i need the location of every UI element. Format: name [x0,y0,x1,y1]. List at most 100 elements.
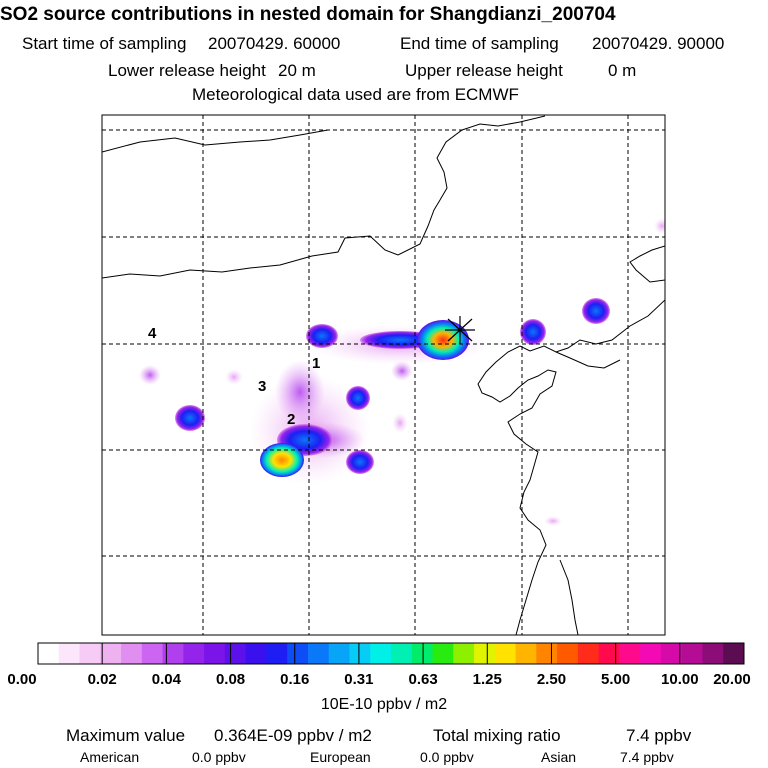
contribution-asian-name: Asian [541,749,577,765]
spot-west [139,365,161,385]
spot-mid [346,386,370,410]
colorbar-swatch [141,643,164,664]
colorbar-tick-label: 0.02 [88,671,117,688]
colorbar-swatch [121,643,143,664]
lower-height-label: Lower release height [108,61,266,80]
region-label-1: 1 [312,355,320,372]
colorbar-swatch [224,643,247,664]
colorbar-swatch [79,643,101,664]
spot-west-blue [175,405,205,431]
colorbar-swatch [702,643,724,664]
end-time-label: End time of sampling [400,34,559,53]
colorbar-swatch [204,643,226,664]
colorbar-tick-label: 0.04 [152,671,182,688]
start-time-label: Start time of sampling [22,34,187,53]
colorbar-swatch [370,643,392,664]
colorbar [37,642,745,665]
colorbar-swatch [183,643,205,664]
concentration-field [139,218,665,526]
region-label-3: 3 [258,378,266,395]
colorbar-tick-label: 0.31 [344,671,373,688]
max-value-label: Maximum value [66,726,186,745]
colorbar-swatch [162,643,184,664]
colorbar-swatch [328,643,350,664]
spot-east [520,319,546,345]
region-label-4: 4 [148,325,157,342]
colorbar-swatch [432,643,454,664]
colorbar-tick-label: 5.00 [601,671,630,688]
map-frame [102,115,665,635]
spot-south [346,450,374,474]
colorbar-swatch [536,643,558,664]
coast-korea [629,245,665,283]
contribution-european-value: 0.0 ppbv [420,749,474,765]
receptor-star-icon [445,316,475,344]
colorbar-swatch [474,643,496,664]
plume-region3 [275,360,325,424]
map-border [101,114,666,636]
end-time-value: 20070429. 90000 [592,34,725,53]
spot-region1 [306,324,338,348]
contribution-european-name: European [310,749,371,765]
meteo-note: Meteorological data used are from ECMWF [192,85,519,104]
total-mixing-label: Total mixing ratio [433,726,561,745]
spot-sea [544,516,562,526]
colorbar-swatch [58,643,81,664]
colorbar-tick-label: 1.25 [473,671,502,688]
colorbar-tick-label: 2.50 [537,671,566,688]
colorbar-swatch [411,643,434,664]
total-mixing-value: 7.4 ppbv [626,726,692,745]
spot-center [391,361,413,381]
spot-northeast [582,298,610,324]
coast-south [559,559,579,635]
contribution-american-value: 0.0 ppbv [192,749,246,765]
chart-title: SO2 source contributions in nested domai… [0,4,616,25]
colorbar-swatch [245,643,267,664]
colorbar-tick-label: 0.16 [280,671,309,688]
spot-edge [654,218,665,234]
colorbar-swatch [391,643,413,664]
colorbar-tick-label: 0.63 [408,671,437,688]
colorbar-swatch [598,643,620,664]
colorbar-swatch [660,643,683,664]
coastlines [102,115,665,635]
hotspot-southwest [260,443,304,477]
start-time-value: 20070429. 60000 [208,34,341,53]
colorbar-swatch [266,643,288,664]
colorbar-swatch [515,643,537,664]
region-label-2: 2 [287,411,295,428]
colorbar-tick-label: 10.00 [661,671,699,688]
colorbar-unit: 10E-10 ppbv / m2 [321,696,447,713]
colorbar-swatch [494,643,517,664]
colorbar-swatch [619,643,641,664]
coast-east [477,299,665,635]
colorbar-swatch [307,643,330,664]
colorbar-swatch [349,643,371,664]
colorbar-swatch [38,643,60,664]
colorbar-swatch [723,643,745,664]
border-far-north [102,129,329,153]
colorbar-tick-label: 0.00 [7,671,36,688]
contribution-american-name: American [80,749,140,765]
lower-height-value: 20 m [278,61,316,80]
grid-lines [102,115,665,635]
coast-bay [555,351,621,369]
colorbar-swatch [640,643,662,664]
colorbar-swatch [100,643,122,664]
colorbar-tick-label: 20.00 [713,671,751,688]
contribution-asian-value: 7.4 ppbv [620,749,674,765]
colorbar-swatch [453,643,475,664]
colorbar-tick-label: 0.08 [216,671,245,688]
hotspot-receptor [417,320,469,360]
spot-west-faint [225,369,243,385]
upper-height-label: Upper release height [405,61,563,80]
spot-small [392,413,408,433]
colorbar-swatch [557,643,579,664]
colorbar-swatch [287,643,309,664]
colorbar-tick-labels: 0.00 0.02 0.04 0.08 0.16 0.31 0.63 1.25 2.50 5.00… [7,671,750,688]
border-north [102,115,546,279]
colorbar-swatch [681,643,703,664]
colorbar-swatch [577,643,600,664]
max-value: 0.364E-09 ppbv / m2 [214,726,372,745]
